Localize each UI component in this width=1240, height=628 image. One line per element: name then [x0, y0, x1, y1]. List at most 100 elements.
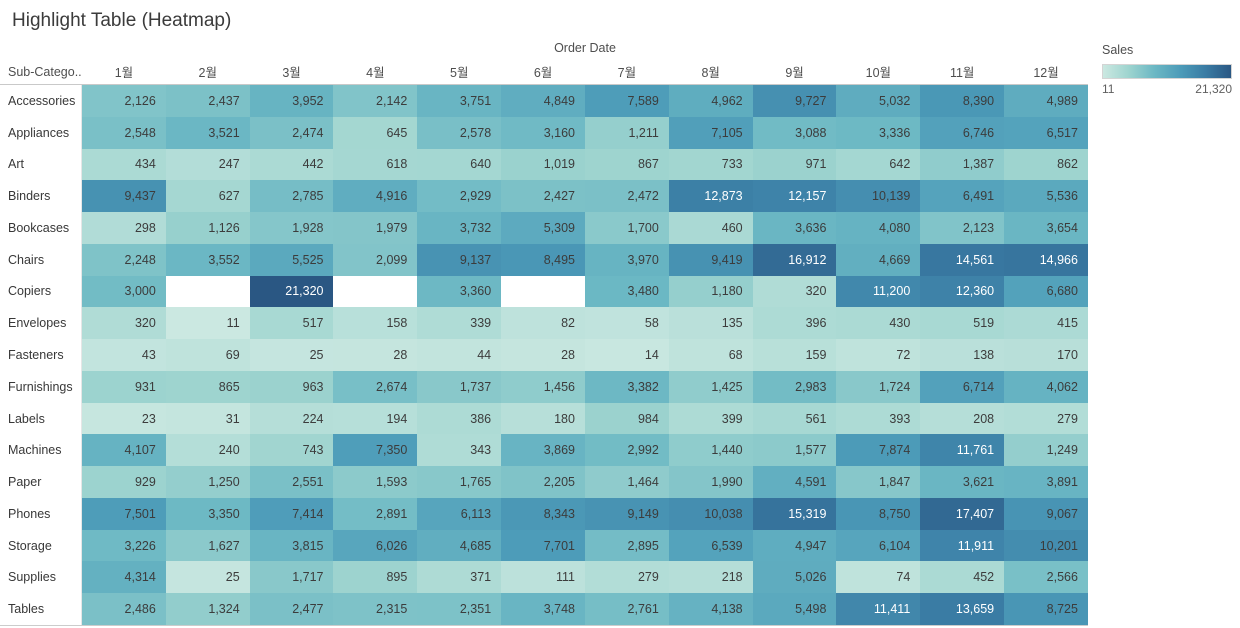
heatmap-cell[interactable]: 396	[752, 307, 837, 340]
column-header-month[interactable]: 8월	[701, 66, 720, 80]
heatmap-cell[interactable]: 2,674	[333, 370, 418, 403]
row-dimension-label[interactable]: Sub-Catego..	[8, 64, 82, 79]
heatmap-cell[interactable]	[165, 275, 250, 308]
heatmap-cell[interactable]: 6,714	[920, 370, 1005, 403]
heatmap-cell[interactable]: 3,748	[501, 593, 585, 626]
heatmap-cell[interactable]: 862	[1004, 148, 1088, 181]
heatmap-cell[interactable]: 8,390	[920, 85, 1005, 117]
heatmap-cell[interactable]: 158	[333, 307, 418, 340]
heatmap-cell[interactable]: 2,205	[501, 466, 585, 498]
column-header-month[interactable]: 10월	[865, 66, 892, 80]
heatmap-cell[interactable]: 386	[417, 402, 502, 435]
heatmap-cell[interactable]: 5,309	[501, 212, 585, 244]
column-header-month[interactable]: 4월	[366, 66, 385, 80]
heatmap-cell[interactable]: 5,525	[249, 243, 334, 276]
heatmap-cell[interactable]: 743	[249, 434, 334, 467]
heatmap-cell[interactable]: 1,979	[333, 212, 418, 244]
heatmap-cell[interactable]: 111	[501, 561, 585, 594]
heatmap-cell[interactable]: 135	[668, 307, 753, 340]
heatmap-cell[interactable]: 279	[584, 561, 669, 594]
heatmap-cell[interactable]: 2,895	[584, 529, 669, 562]
heatmap-cell[interactable]: 72	[836, 339, 921, 371]
heatmap-cell[interactable]: 25	[165, 561, 250, 594]
column-header-month[interactable]: 9월	[785, 66, 804, 80]
heatmap-cell[interactable]: 2,785	[249, 180, 334, 213]
row-header-subcategory[interactable]: Accessories	[0, 85, 82, 117]
heatmap-cell[interactable]: 3,382	[584, 370, 669, 403]
heatmap-cell[interactable]: 7,350	[333, 434, 418, 467]
heatmap-cell[interactable]: 3,621	[920, 466, 1005, 498]
heatmap-cell[interactable]: 2,578	[417, 116, 502, 149]
heatmap-cell[interactable]: 6,104	[836, 529, 921, 562]
heatmap-cell[interactable]: 74	[836, 561, 921, 594]
heatmap-cell[interactable]: 69	[165, 339, 250, 371]
heatmap-cell[interactable]: 9,437	[82, 180, 166, 213]
heatmap-cell[interactable]: 68	[668, 339, 753, 371]
heatmap-cell[interactable]: 1,180	[668, 275, 753, 308]
row-header-subcategory[interactable]: Tables	[0, 593, 82, 626]
heatmap-cell[interactable]: 4,591	[752, 466, 837, 498]
heatmap-cell[interactable]: 2,123	[920, 212, 1005, 244]
heatmap-cell[interactable]: 10,038	[668, 497, 753, 530]
row-header-subcategory[interactable]: Envelopes	[0, 307, 82, 340]
heatmap-cell[interactable]: 895	[333, 561, 418, 594]
heatmap-cell[interactable]: 240	[165, 434, 250, 467]
heatmap-cell[interactable]: 430	[836, 307, 921, 340]
heatmap-cell[interactable]: 3,815	[249, 529, 334, 562]
heatmap-cell[interactable]: 1,440	[668, 434, 753, 467]
heatmap-cell[interactable]: 8,495	[501, 243, 585, 276]
heatmap-cell[interactable]: 2,992	[584, 434, 669, 467]
row-header-subcategory[interactable]: Paper	[0, 466, 82, 498]
heatmap-cell[interactable]: 1,425	[668, 370, 753, 403]
heatmap-cell[interactable]: 11,411	[836, 593, 921, 626]
heatmap-cell[interactable]: 733	[668, 148, 753, 181]
row-header-subcategory[interactable]: Chairs	[0, 243, 82, 276]
heatmap-cell[interactable]: 929	[82, 466, 166, 498]
heatmap-cell[interactable]: 13,659	[920, 593, 1005, 626]
heatmap-cell[interactable]: 2,486	[82, 593, 166, 626]
heatmap-cell[interactable]: 963	[249, 370, 334, 403]
heatmap-cell[interactable]: 23	[82, 402, 166, 435]
heatmap-cell[interactable]: 4,107	[82, 434, 166, 467]
heatmap-cell[interactable]: 4,962	[668, 85, 753, 117]
heatmap-cell[interactable]: 320	[82, 307, 166, 340]
heatmap-cell[interactable]: 1,211	[584, 116, 669, 149]
heatmap-cell[interactable]: 4,080	[836, 212, 921, 244]
heatmap-cell[interactable]: 12,157	[752, 180, 837, 213]
heatmap-cell[interactable]: 6,680	[1004, 275, 1088, 308]
row-header-subcategory[interactable]: Labels	[0, 402, 82, 435]
heatmap-cell[interactable]: 8,750	[836, 497, 921, 530]
heatmap-cell[interactable]: 82	[501, 307, 585, 340]
row-header-subcategory[interactable]: Fasteners	[0, 339, 82, 371]
heatmap-cell[interactable]: 371	[417, 561, 502, 594]
heatmap-cell[interactable]	[333, 275, 418, 308]
heatmap-cell[interactable]: 159	[752, 339, 837, 371]
heatmap-cell[interactable]: 8,725	[1004, 593, 1088, 626]
row-header-subcategory[interactable]: Supplies	[0, 561, 82, 594]
heatmap-cell[interactable]: 2,566	[1004, 561, 1088, 594]
heatmap-cell[interactable]: 1,765	[417, 466, 502, 498]
heatmap-cell[interactable]: 3,160	[501, 116, 585, 149]
heatmap-cell[interactable]: 1,737	[417, 370, 502, 403]
heatmap-cell[interactable]: 399	[668, 402, 753, 435]
heatmap-cell[interactable]: 971	[752, 148, 837, 181]
heatmap-cell[interactable]: 298	[82, 212, 166, 244]
heatmap-cell[interactable]: 6,026	[333, 529, 418, 562]
heatmap-cell[interactable]: 15,319	[752, 497, 837, 530]
heatmap-cell[interactable]: 4,138	[668, 593, 753, 626]
heatmap-cell[interactable]: 442	[249, 148, 334, 181]
heatmap-cell[interactable]: 984	[584, 402, 669, 435]
heatmap-cell[interactable]: 7,414	[249, 497, 334, 530]
heatmap-cell[interactable]: 645	[333, 116, 418, 149]
heatmap-cell[interactable]: 58	[584, 307, 669, 340]
heatmap-cell[interactable]: 218	[668, 561, 753, 594]
heatmap-cell[interactable]: 3,521	[165, 116, 250, 149]
heatmap-cell[interactable]: 194	[333, 402, 418, 435]
heatmap-cell[interactable]: 2,315	[333, 593, 418, 626]
heatmap-cell[interactable]: 5,536	[1004, 180, 1088, 213]
heatmap-cell[interactable]: 44	[417, 339, 502, 371]
heatmap-cell[interactable]: 9,149	[584, 497, 669, 530]
heatmap-cell[interactable]: 208	[920, 402, 1005, 435]
heatmap-cell[interactable]: 339	[417, 307, 502, 340]
heatmap-cell[interactable]: 2,437	[165, 85, 250, 117]
